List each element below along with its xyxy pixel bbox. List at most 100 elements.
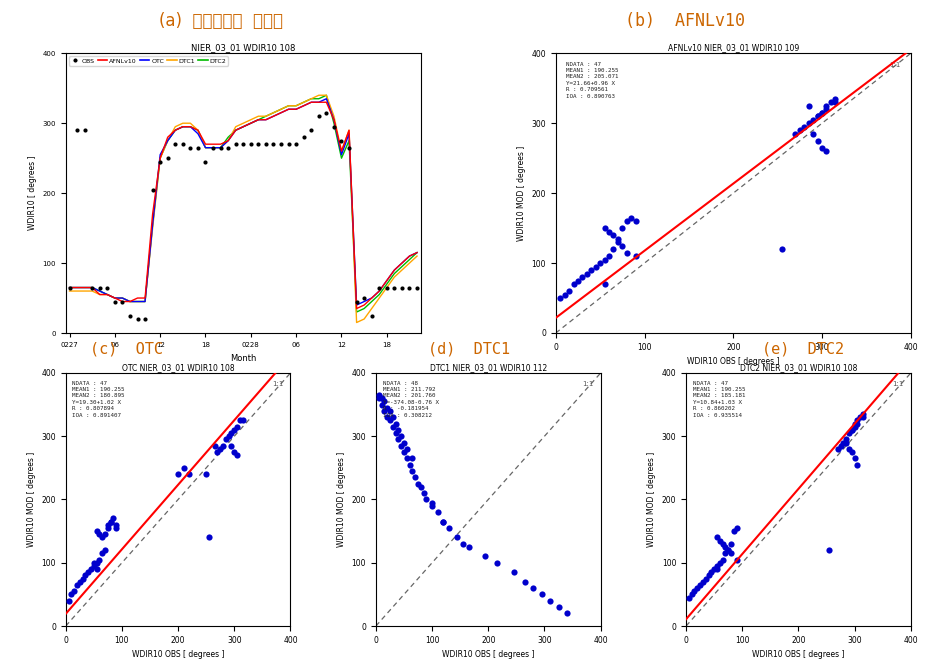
Point	[85, 282, 100, 293]
Point	[410, 478, 425, 489]
Title: OTC NIER_03_01 WDIR10 108: OTC NIER_03_01 WDIR10 108	[122, 363, 235, 372]
Text: NDATA : 47
MEAN1 : 190.255
MEAN2 : 205.071
Y=21.66+0.96 X
R : 0.709561
IOA : 0.8: NDATA : 47 MEAN1 : 190.255 MEAN2 : 205.0…	[566, 62, 619, 99]
Point	[841, 444, 856, 454]
Point	[146, 184, 161, 195]
Point	[176, 139, 191, 149]
Point	[579, 268, 594, 279]
Point	[92, 529, 107, 539]
Point	[273, 139, 288, 149]
Text: (a)  서울지역의  산포도: (a) 서울지역의 산포도	[159, 12, 283, 30]
Point	[243, 139, 258, 149]
Point	[379, 412, 394, 422]
Point	[236, 139, 251, 149]
Point	[67, 586, 82, 597]
Point	[357, 293, 372, 304]
Point	[391, 425, 406, 436]
Point	[824, 97, 839, 107]
Text: 1:1: 1:1	[893, 380, 904, 386]
Point	[312, 111, 327, 121]
Point	[388, 418, 403, 429]
Point	[419, 494, 434, 505]
Point	[396, 447, 411, 458]
Point	[847, 418, 862, 429]
Point	[405, 453, 420, 464]
Point	[288, 139, 303, 149]
Point	[713, 535, 728, 546]
Point	[819, 146, 834, 157]
Text: (c)  OTC: (c) OTC	[90, 341, 163, 356]
Point	[72, 576, 87, 587]
Point	[221, 143, 236, 153]
Point	[409, 282, 424, 293]
Point	[557, 289, 572, 300]
Point	[543, 595, 558, 606]
Point	[402, 460, 417, 470]
Point	[721, 545, 736, 555]
X-axis label: WDIR10 OBS [ degrees ]: WDIR10 OBS [ degrees ]	[131, 650, 224, 659]
Point	[844, 425, 859, 436]
Point	[405, 466, 420, 476]
Point	[850, 460, 865, 470]
Point	[724, 548, 739, 559]
Point	[793, 125, 808, 136]
Point	[393, 431, 408, 442]
Point	[213, 143, 228, 153]
Point	[183, 143, 198, 153]
Point	[230, 450, 245, 461]
Point	[424, 498, 439, 508]
Point	[387, 282, 402, 293]
Point	[797, 121, 812, 132]
Point	[103, 516, 118, 527]
Point	[806, 129, 821, 139]
Point	[115, 296, 130, 307]
Point	[623, 212, 639, 223]
Point	[227, 447, 242, 458]
Point	[416, 488, 431, 498]
Point	[855, 409, 870, 420]
Point	[716, 554, 731, 565]
Point	[801, 101, 816, 111]
Point	[716, 538, 731, 549]
Point	[92, 554, 107, 565]
Point	[602, 226, 617, 237]
Point	[850, 418, 865, 429]
Text: (d)  DTC1: (d) DTC1	[428, 341, 511, 356]
Y-axis label: WDIR10 [ degrees ]: WDIR10 [ degrees ]	[28, 156, 37, 230]
Legend: OBS, AFNLv10, OTC, DTC1, DTC2: OBS, AFNLv10, OTC, DTC1, DTC2	[69, 57, 228, 65]
Point	[137, 314, 152, 324]
Point	[233, 415, 248, 426]
Point	[266, 139, 281, 149]
Point	[171, 469, 186, 480]
Point	[724, 538, 739, 549]
Title: DTC2 NIER_03_01 WDIR10 108: DTC2 NIER_03_01 WDIR10 108	[740, 363, 857, 372]
Text: 1:1: 1:1	[582, 380, 594, 386]
Point	[379, 402, 394, 413]
Point	[100, 282, 115, 293]
Point	[399, 453, 414, 464]
Point	[436, 516, 451, 527]
Point	[602, 250, 617, 261]
Point	[122, 310, 137, 321]
Point	[327, 121, 342, 132]
Point	[839, 437, 854, 448]
Point	[385, 412, 400, 422]
Point	[208, 440, 223, 451]
Point	[710, 561, 725, 571]
X-axis label: Month: Month	[230, 354, 256, 362]
Point	[198, 157, 213, 167]
Point	[89, 563, 104, 574]
Text: NDATA : 47
MEAN1 : 190.255
MEAN2 : 185.181
Y=10.84+1.03 X
R : 0.860202
IOA : 0.9: NDATA : 47 MEAN1 : 190.255 MEAN2 : 185.1…	[693, 380, 746, 418]
Point	[506, 567, 521, 577]
Point	[168, 139, 183, 149]
Title: NIER_03_01 WDIR10 108: NIER_03_01 WDIR10 108	[191, 43, 296, 53]
Point	[436, 516, 451, 527]
Point	[219, 434, 234, 445]
Y-axis label: WDIR10 MOD [ degrees ]: WDIR10 MOD [ degrees ]	[27, 452, 36, 547]
Point	[334, 135, 349, 146]
Point	[382, 406, 397, 416]
Point	[729, 554, 744, 565]
Point	[833, 440, 848, 451]
Point	[853, 412, 868, 422]
Point	[303, 125, 318, 136]
Point	[374, 393, 389, 404]
